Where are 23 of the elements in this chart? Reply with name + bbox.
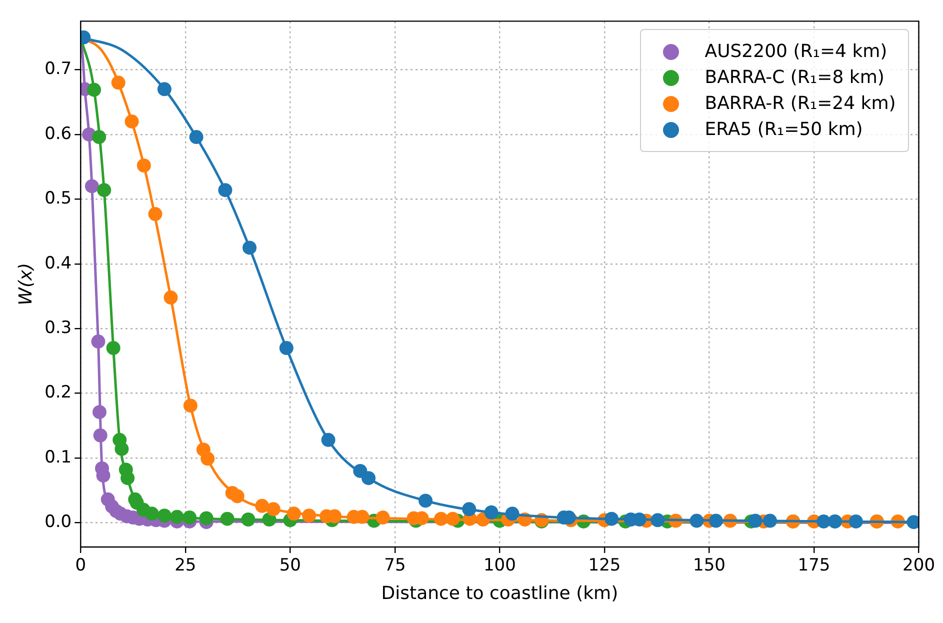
x-tick-label: 150 (693, 556, 726, 576)
x-tick-label: 50 (279, 556, 301, 576)
y-tick-label: 0.3 (44, 318, 72, 338)
y-tick-label: 0.0 (44, 512, 72, 532)
x-tick-label: 0 (75, 556, 86, 576)
y-tick-label: 0.1 (44, 447, 72, 468)
y-tick-label: 0.6 (44, 124, 72, 144)
legend-label: BARRA-R (R₁=24 km) (704, 93, 896, 114)
x-tick-label: 175 (798, 556, 830, 576)
y-axis-title: W(x) (15, 262, 36, 306)
legend-label: BARRA-C (R₁=8 km) (704, 67, 884, 88)
x-tick-label: 25 (174, 556, 196, 576)
x-tick-label: 75 (384, 556, 406, 576)
y-tick-label: 0.7 (44, 59, 72, 80)
legend-label: ERA5 (R₁=50 km) (704, 119, 863, 140)
x-tick-label: 200 (902, 556, 936, 576)
y-tick-label: 0.2 (44, 382, 72, 403)
legend-label: AUS2200 (R₁=4 km) (704, 41, 888, 62)
x-tick-label: 100 (483, 556, 516, 576)
x-axis-title: Distance to coastline (km) (381, 582, 618, 604)
y-tick-label: 0.4 (44, 253, 72, 274)
x-tick-label: 125 (588, 556, 621, 576)
y-tick-label: 0.5 (44, 188, 72, 209)
